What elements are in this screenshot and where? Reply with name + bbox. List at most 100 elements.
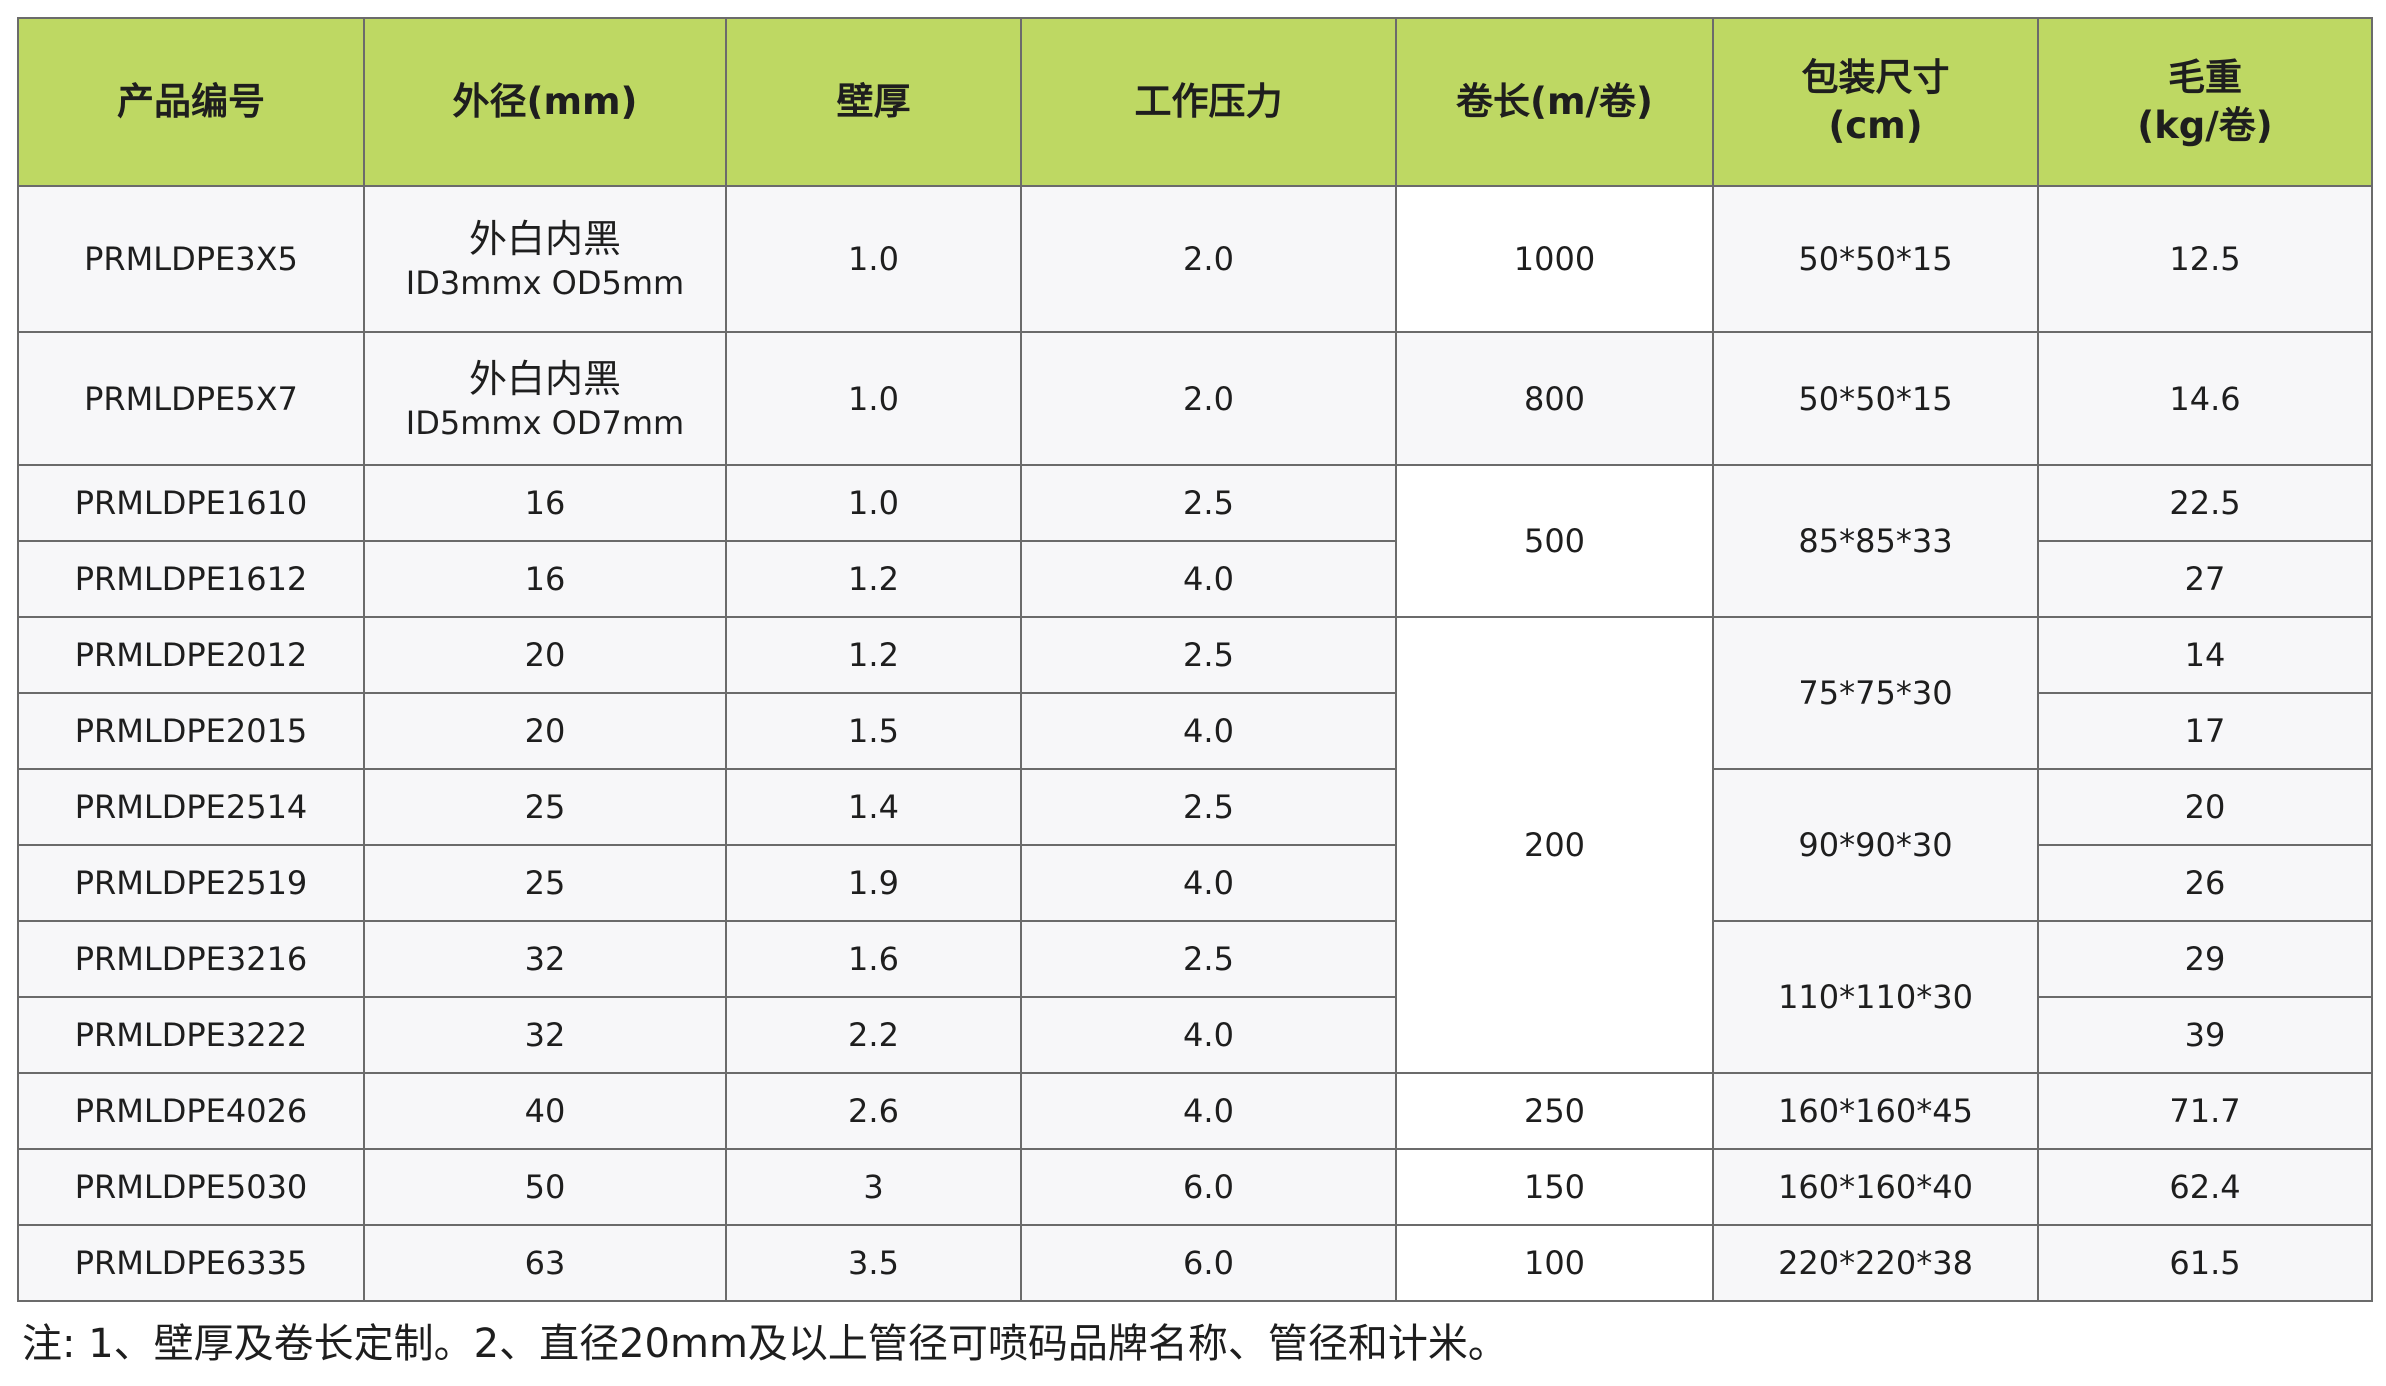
cell-weight: 20: [2037, 768, 2373, 846]
cell-outer-diameter: 50: [363, 1148, 727, 1226]
cell-code: PRMLDPE2015: [17, 692, 365, 770]
cell-weight: 26: [2037, 844, 2373, 922]
cell-outer-diameter: 外白内黑 ID5mmx OD7mm: [363, 331, 727, 466]
cell-outer-diameter: 32: [363, 996, 727, 1074]
table-row: PRMLDPE1610 16 1.0 2.5 500 85*85*33 22.5: [17, 464, 2373, 618]
cell-wall: 1.2: [725, 616, 1022, 694]
table-row: PRMLDPE2015 20 1.5 4.0 17: [17, 692, 2373, 770]
cell-pack: 110*110*30: [1712, 920, 2039, 1074]
table-row: PRMLDPE5030 50 3 6.0 150 160*160*40 62.4: [17, 1148, 2373, 1226]
cell-wall: 1.2: [725, 540, 1022, 618]
cell-pack: 160*160*40: [1712, 1148, 2039, 1226]
table-row: PRMLDPE3216 32 1.6 2.5 110*110*30 29: [17, 920, 2373, 1074]
cell-wall: 1.0: [725, 464, 1022, 542]
cell-pack: 90*90*30: [1712, 768, 2039, 922]
header-unit: (kg/卷): [2137, 104, 2273, 147]
cell-pressure: 4.0: [1020, 540, 1397, 618]
od-color-desc: 外白内黑: [468, 356, 621, 401]
cell-outer-diameter: 63: [363, 1224, 727, 1302]
table-row: PRMLDPE3X5 外白内黑 ID3mmx OD5mm 1.0 2.0 1000…: [17, 185, 2373, 333]
cell-code: PRMLDPE2012: [17, 616, 365, 694]
cell-outer-diameter: 32: [363, 920, 727, 998]
header-label: 工作压力: [1134, 80, 1283, 123]
cell-wall: 1.9: [725, 844, 1022, 922]
cell-code: PRMLDPE1610: [17, 464, 365, 542]
cell-code: PRMLDPE1612: [17, 540, 365, 618]
cell-weight: 61.5: [2037, 1224, 2373, 1302]
cell-outer-diameter: 25: [363, 768, 727, 846]
cell-wall: 1.4: [725, 768, 1022, 846]
cell-pack: 85*85*33: [1712, 464, 2039, 618]
cell-code: PRMLDPE3216: [17, 920, 365, 998]
cell-length: 250: [1395, 1072, 1714, 1150]
table-row: PRMLDPE2514 25 1.4 2.5 90*90*30 20: [17, 768, 2373, 922]
header-package-size: 包装尺寸 (cm): [1712, 17, 2039, 187]
cell-outer-diameter: 20: [363, 616, 727, 694]
od-dimension-desc: ID5mmx OD7mm: [405, 403, 685, 442]
cell-weight: 62.4: [2037, 1148, 2373, 1226]
cell-weight: 22.5: [2037, 464, 2373, 542]
cell-wall: 2.6: [725, 1072, 1022, 1150]
header-product-code: 产品编号: [17, 17, 365, 187]
cell-wall: 3: [725, 1148, 1022, 1226]
cell-weight: 14: [2037, 616, 2373, 694]
cell-wall: 1.0: [725, 185, 1022, 333]
table-row: PRMLDPE4026 40 2.6 4.0 250 160*160*45 71…: [17, 1072, 2373, 1150]
cell-pack: 160*160*45: [1712, 1072, 2039, 1150]
header-gross-weight: 毛重 (kg/卷): [2037, 17, 2373, 187]
cell-code: PRMLDPE4026: [17, 1072, 365, 1150]
cell-weight: 39: [2037, 996, 2373, 1074]
cell-pressure: 2.5: [1020, 616, 1397, 694]
cell-pressure: 2.0: [1020, 331, 1397, 466]
cell-wall: 1.5: [725, 692, 1022, 770]
header-label: 外径(mm): [452, 80, 638, 123]
header-label: 产品编号: [117, 80, 265, 123]
cell-pressure: 4.0: [1020, 844, 1397, 922]
header-unit: (cm): [1828, 104, 1923, 147]
cell-wall: 1.0: [725, 331, 1022, 466]
od-dimension-desc: ID3mmx OD5mm: [405, 264, 685, 302]
cell-pressure: 4.0: [1020, 1072, 1397, 1150]
cell-pressure: 2.5: [1020, 464, 1397, 542]
table-row: PRMLDPE5X7 外白内黑 ID5mmx OD7mm 1.0 2.0 800 …: [17, 331, 2373, 466]
header-working-pressure: 工作压力: [1020, 17, 1397, 187]
cell-wall: 2.2: [725, 996, 1022, 1074]
table-header-row: 产品编号 外径(mm) 壁厚 工作压力 卷长(m/卷) 包装尺寸 (cm) 毛重 (…: [17, 17, 2373, 187]
cell-code: PRMLDPE3222: [17, 996, 365, 1074]
cell-pressure: 6.0: [1020, 1148, 1397, 1226]
cell-length: 100: [1395, 1224, 1714, 1302]
table-row: PRMLDPE3222 32 2.2 4.0 39: [17, 996, 2373, 1074]
cell-pressure: 2.5: [1020, 768, 1397, 846]
header-roll-length: 卷长(m/卷): [1395, 17, 1714, 187]
cell-weight: 71.7: [2037, 1072, 2373, 1150]
cell-length: 800: [1395, 331, 1714, 466]
cell-outer-diameter: 20: [363, 692, 727, 770]
cell-weight: 14.6: [2037, 331, 2373, 466]
cell-code: PRMLDPE3X5: [17, 185, 365, 333]
cell-pack: 75*75*30: [1712, 616, 2039, 770]
cell-length: 1000: [1395, 185, 1714, 333]
table-row: PRMLDPE1612 16 1.2 4.0 27: [17, 540, 2373, 618]
cell-wall: 1.6: [725, 920, 1022, 998]
header-label: 卷长(m/卷): [1456, 80, 1653, 123]
cell-weight: 17: [2037, 692, 2373, 770]
cell-length: 200: [1395, 616, 1714, 1074]
footnote: 注: 1、壁厚及卷长定制。2、直径20mm及以上管径可喷码品牌名称、管径和计米。: [22, 1321, 1508, 1367]
cell-weight: 29: [2037, 920, 2373, 998]
cell-outer-diameter: 16: [363, 464, 727, 542]
cell-code: PRMLDPE2519: [17, 844, 365, 922]
cell-outer-diameter: 外白内黑 ID3mmx OD5mm: [363, 185, 727, 333]
cell-length: 500: [1395, 464, 1714, 618]
header-label: 毛重: [2168, 56, 2242, 99]
table-row: PRMLDPE2519 25 1.9 4.0 26: [17, 844, 2373, 922]
header-label: 包装尺寸: [1801, 56, 1950, 99]
cell-code: PRMLDPE6335: [17, 1224, 365, 1302]
cell-weight: 12.5: [2037, 185, 2373, 333]
cell-pack: 50*50*15: [1712, 185, 2039, 333]
cell-pressure: 4.0: [1020, 996, 1397, 1074]
cell-weight: 27: [2037, 540, 2373, 618]
header-label: 壁厚: [836, 80, 911, 123]
cell-pressure: 6.0: [1020, 1224, 1397, 1302]
od-color-desc: 外白内黑: [468, 217, 621, 261]
cell-code: PRMLDPE5030: [17, 1148, 365, 1226]
